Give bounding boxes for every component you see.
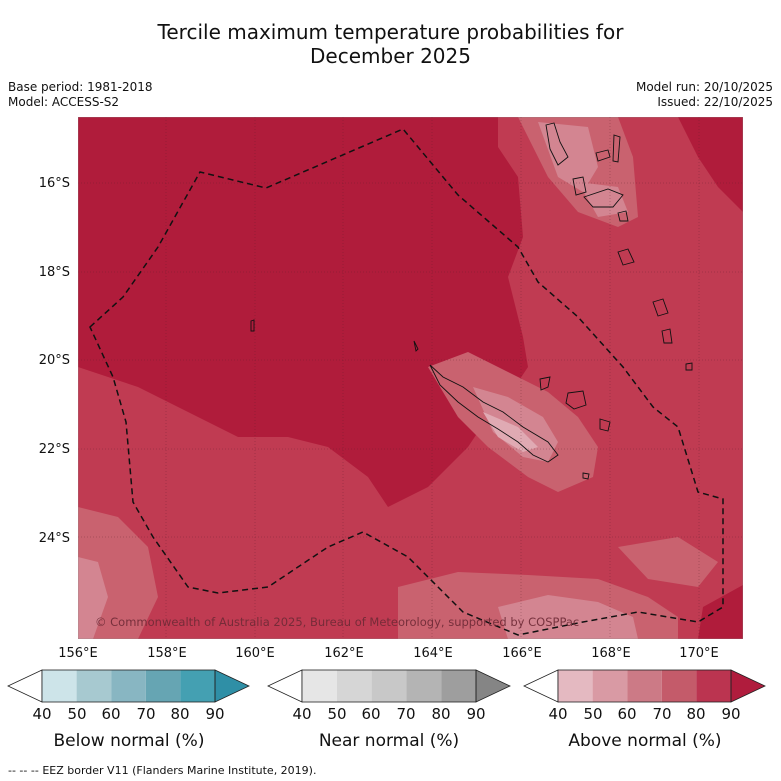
lat-label-20s: 20°S: [38, 353, 70, 368]
vanuatu-island: [652, 298, 669, 317]
near-tick: 80: [431, 705, 451, 723]
new-caledonia-landmass: [429, 364, 559, 463]
above-normal-title: Above normal (%): [568, 731, 722, 751]
above-swatch: [627, 670, 662, 702]
belep-island: [413, 340, 419, 352]
near-swatch: [302, 670, 337, 702]
below-swatch: [111, 670, 146, 702]
isle-of-pines: [582, 472, 590, 480]
vanuatu-island: [661, 328, 673, 344]
title-line-2: December 2025: [310, 44, 471, 68]
probability-60-region: [473, 387, 558, 462]
vanuatu-island: [617, 210, 629, 222]
eez-border: [89, 128, 724, 636]
issued-date: Issued: 22/10/2025: [657, 95, 773, 109]
vanuatu-island: [583, 188, 624, 208]
probability-70-region-se: [618, 537, 718, 587]
meta-right: Model run: 20/10/2025 Issued: 22/10/2025: [636, 80, 773, 110]
graticule: [78, 117, 743, 639]
near-tick: 90: [466, 705, 486, 723]
loyalty-island: [539, 376, 551, 391]
lon-label-168e: 168°E: [591, 646, 631, 661]
lon-label-166e: 166°E: [502, 646, 542, 661]
loyalty-island: [565, 390, 587, 410]
loyalty-island: [599, 418, 611, 432]
probability-90-region-se: [698, 585, 743, 639]
colorbars: [7, 669, 766, 703]
below-tick: 60: [101, 705, 121, 723]
base-period: Base period: 1981-2018: [8, 80, 153, 94]
colorbar-above: [523, 669, 766, 703]
lon-label-170e: 170°E: [679, 646, 719, 661]
near-swatch: [441, 670, 476, 702]
near-tick: 40: [292, 705, 312, 723]
below-tick: 90: [205, 705, 225, 723]
above-swatch: [592, 670, 628, 702]
near-swatch: [406, 670, 442, 702]
lat-label-18s: 18°S: [38, 265, 70, 280]
above-tick: 80: [686, 705, 706, 723]
chart-title: Tercile maximum temperature probabilitie…: [0, 20, 781, 68]
below-swatch: [42, 670, 77, 702]
near-tick: 50: [327, 705, 347, 723]
meta-left: Base period: 1981-2018 Model: ACCESS-S2: [8, 80, 153, 110]
below-swatch: [180, 670, 215, 702]
above-tick: 60: [617, 705, 637, 723]
vanuatu-island: [595, 149, 611, 162]
near-tick: 70: [396, 705, 416, 723]
below-swatch: [145, 670, 181, 702]
vanuatu-island: [685, 362, 693, 371]
model-run: Model run: 20/10/2025: [635, 80, 773, 94]
colorbar-near: [267, 669, 511, 703]
probability-90-region-east: [678, 117, 743, 212]
near-swatch: [336, 670, 372, 702]
vanuatu-island: [617, 248, 635, 266]
eez-legend: -- -- -- EEZ border V11 (Flanders Marine…: [8, 764, 316, 777]
below-tick: 50: [67, 705, 87, 723]
above-tick: 70: [652, 705, 672, 723]
near-normal-title: Near normal (%): [318, 731, 460, 751]
probability-50-region: [483, 412, 538, 452]
colorbar-below: [7, 669, 250, 703]
below-tick: 40: [32, 705, 52, 723]
model-name: Model: ACCESS-S2: [8, 95, 120, 109]
vanuatu-island: [612, 134, 621, 163]
vanuatu-island: [545, 122, 569, 166]
near-swatch: [371, 670, 407, 702]
probability-60-region-s: [498, 595, 638, 639]
eez-legend-text: EEZ border V11 (Flanders Marine Institut…: [42, 764, 317, 777]
map-copyright: © Commonwealth of Australia 2025, Bureau…: [95, 615, 579, 629]
below-swatch: [76, 670, 112, 702]
probability-60-region-sw: [78, 557, 108, 639]
vanuatu-island: [572, 176, 587, 196]
above-tick: 40: [548, 705, 568, 723]
below-tick: 80: [170, 705, 190, 723]
probability-60-region-ne2: [578, 182, 628, 217]
lon-label-162e: 162°E: [324, 646, 364, 661]
lon-label-156e: 156°E: [58, 646, 98, 661]
lon-label-164e: 164°E: [413, 646, 453, 661]
lon-label-160e: 160°E: [235, 646, 275, 661]
above-swatch: [558, 670, 593, 702]
lat-label-24s: 24°S: [38, 531, 70, 546]
above-swatch: [696, 670, 731, 702]
lon-label-158e: 158°E: [147, 646, 187, 661]
eez-legend-marker: -- -- --: [8, 764, 39, 777]
below-tick: 70: [136, 705, 156, 723]
near-tick: 60: [361, 705, 381, 723]
lat-label-22s: 22°S: [38, 442, 70, 457]
above-tick: 90: [721, 705, 741, 723]
above-swatch: [661, 670, 697, 702]
probability-map: © Commonwealth of Australia 2025, Bureau…: [78, 117, 743, 639]
lat-label-16s: 16°S: [38, 176, 70, 191]
vanuatu-island: [250, 319, 255, 332]
title-line-1: Tercile maximum temperature probabilitie…: [157, 20, 624, 44]
above-tick: 50: [583, 705, 603, 723]
probability-90-region: [78, 117, 528, 507]
below-normal-title: Below normal (%): [53, 731, 205, 751]
